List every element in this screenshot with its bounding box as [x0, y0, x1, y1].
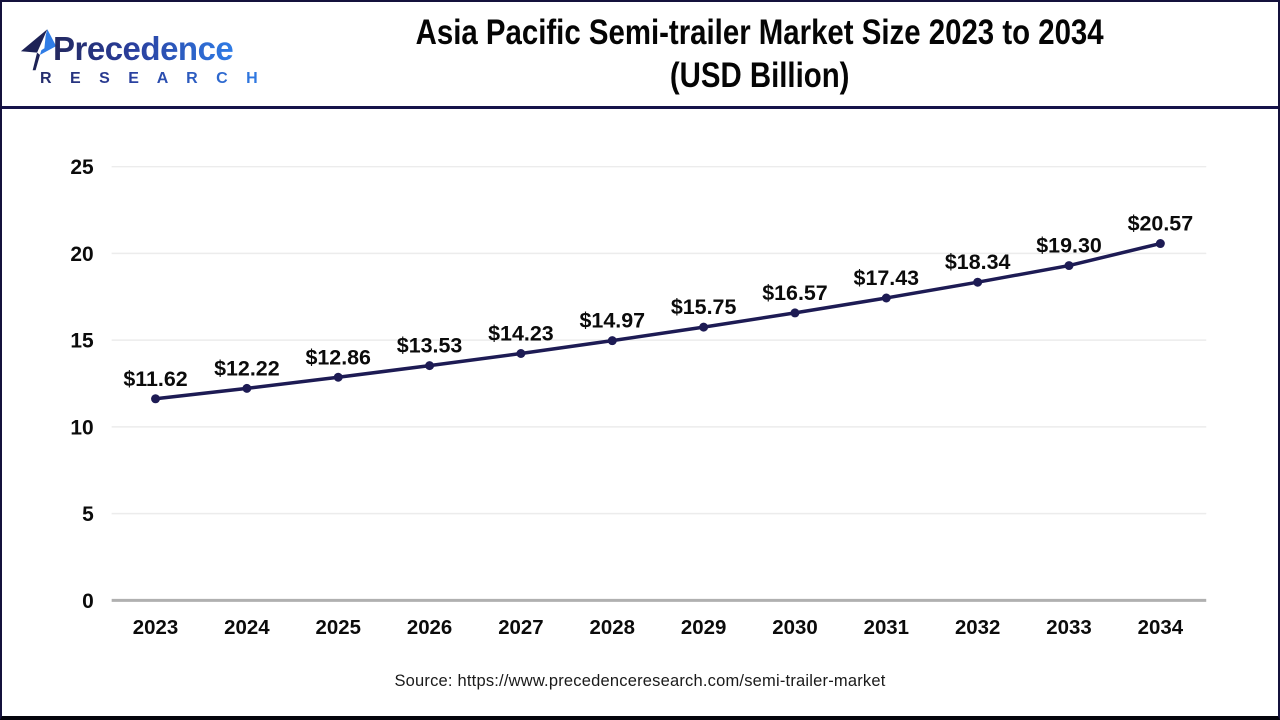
chart-title-line1: Asia Pacific Semi-trailer Market Size 20… [415, 13, 1104, 52]
y-tick-label: 15 [70, 330, 94, 353]
y-tick-label: 10 [70, 416, 93, 439]
data-point [973, 277, 983, 287]
source-text: Source: https://www.precedenceresearch.c… [394, 672, 886, 690]
x-tick-label: 2033 [1046, 617, 1091, 639]
paper-plane-icon [20, 29, 57, 71]
data-label: $18.34 [945, 250, 1011, 274]
data-label: $16.57 [762, 281, 828, 305]
data-label: $12.86 [305, 345, 371, 369]
data-point [333, 372, 343, 382]
x-tick-label: 2028 [590, 617, 635, 639]
x-tick-label: 2023 [133, 617, 178, 639]
data-point [607, 336, 617, 346]
data-label: $17.43 [854, 266, 920, 290]
y-tick-label: 0 [82, 590, 94, 613]
data-point [699, 322, 709, 332]
data-label: $14.23 [488, 322, 554, 346]
data-point [1155, 239, 1165, 249]
y-tick-label: 20 [70, 243, 93, 266]
data-point [1064, 261, 1074, 271]
data-label: $11.62 [123, 367, 187, 391]
x-tick-label: 2025 [316, 617, 361, 639]
x-tick-label: 2027 [498, 617, 543, 639]
data-label: $20.57 [1128, 212, 1194, 236]
data-point [516, 349, 526, 358]
x-tick-label: 2026 [407, 617, 452, 639]
x-tick-label: 2030 [772, 617, 817, 639]
logo-wordmark-row: Precedence [18, 28, 265, 72]
logo-subtext: R E S E A R C H [18, 70, 265, 88]
data-point [790, 308, 800, 318]
header: Precedence R E S E A R C H Asia Pacific … [2, 2, 1278, 109]
y-tick-label: 25 [70, 156, 94, 179]
data-label: $14.97 [580, 309, 646, 333]
chart-title: Asia Pacific Semi-trailer Market Size 20… [265, 11, 1278, 97]
trend-line [153, 241, 1163, 401]
x-tick-label: 2029 [681, 617, 726, 639]
data-point [881, 293, 891, 303]
x-tick-label: 2031 [864, 617, 909, 639]
data-point [242, 383, 252, 393]
chart-title-line2: (USD Billion) [669, 56, 850, 95]
data-label: $15.75 [671, 295, 737, 319]
logo-wordmark: Precedence [53, 28, 234, 70]
x-tick-label: 2034 [1138, 617, 1184, 639]
x-tick-label: 2032 [955, 617, 1000, 639]
chart-area: 0 5 10 15 20 25 2023 2024 2025 2026 2027 2028 2029 20… [2, 109, 1278, 716]
precedence-research-logo: Precedence R E S E A R C H [2, 20, 265, 88]
data-point [425, 361, 435, 371]
data-label: $13.53 [397, 334, 463, 358]
data-label: $19.30 [1036, 234, 1102, 258]
y-tick-label: 5 [82, 503, 94, 526]
data-label: $12.22 [214, 356, 280, 380]
x-tick-label: 2024 [224, 617, 270, 639]
data-point [151, 394, 161, 404]
